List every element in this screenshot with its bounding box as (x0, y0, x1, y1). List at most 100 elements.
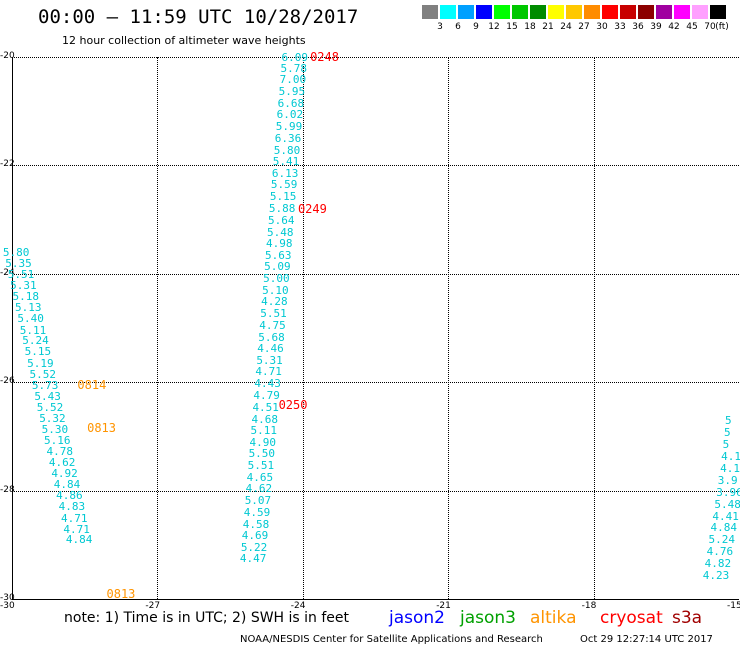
wave-height-value: 5.18 (12, 290, 40, 304)
lon-gridline (593, 57, 595, 599)
lat-tick-label: -22 (0, 159, 15, 170)
lat-tick-label: -24 (0, 267, 15, 278)
colorbar-label: 15 (506, 22, 518, 32)
wave-height-value: 5.13 (14, 301, 42, 315)
wave-height-value: 5.16 (44, 434, 71, 448)
wave-height-value: 4.43 (254, 377, 281, 391)
wave-height-value: 4.82 (704, 557, 732, 571)
wave-height-value: 5.95 (278, 85, 306, 99)
wave-height-value: 5.63 (265, 248, 292, 262)
lat-gridline (12, 165, 739, 167)
colorbar-swatch (494, 5, 510, 19)
colorbar-swatch (674, 5, 690, 19)
colorbar-swatch (530, 5, 546, 19)
wave-height-value: 6.36 (274, 131, 302, 145)
wave-height-value: 5.11 (250, 423, 278, 437)
map-subtitle: 12 hour collection of altimeter wave hei… (62, 34, 306, 47)
wave-height-value: 6.02 (276, 108, 304, 122)
wave-height-value: 5.11 (19, 323, 47, 337)
colorbar-label: 3 (437, 22, 443, 32)
colorbar-label: 24 (560, 22, 572, 32)
wave-height-value: 4.76 (706, 545, 734, 559)
wave-height-value: 5 (722, 437, 730, 451)
wave-height-value: 5.50 (248, 447, 276, 461)
wave-height-value: 5.00 (263, 272, 290, 286)
legend-s3a: s3a (672, 608, 703, 628)
wave-height-value: 5.88 (268, 201, 296, 215)
wave-height-value: 7.00 (279, 73, 307, 87)
wave-height-value: 5.22 (240, 540, 268, 554)
wave-height-value: 5.48 (266, 225, 294, 239)
wave-height-value: 5 (724, 426, 731, 440)
pass-time-label: 0248 (310, 50, 339, 64)
wave-height-value: 4.79 (253, 389, 280, 403)
wave-height-value: 3.9 (717, 473, 738, 487)
wave-height-value: 4.86 (56, 489, 83, 503)
wave-height-value: 5.09 (264, 260, 291, 274)
colorbar-swatch (440, 5, 456, 19)
wave-height-value: 4.78 (46, 445, 73, 459)
lat-gridline (12, 490, 739, 492)
legend-altika: altika (530, 608, 577, 628)
wave-height-value: 4.84 (53, 478, 81, 492)
colorbar-label: 45 (686, 22, 698, 32)
wave-height-value: 5.99 (275, 119, 303, 133)
lat-gridline (12, 57, 739, 58)
wave-height-value: 4.92 (51, 467, 78, 481)
lon-tick-label: -21 (436, 601, 451, 611)
wave-height-value: 5.52 (36, 400, 64, 414)
wave-height-value: 5.31 (256, 353, 283, 367)
lon-gridline (302, 57, 304, 599)
wave-height-value: 4.69 (241, 529, 269, 543)
wave-height-value: 5.64 (267, 213, 295, 227)
pass-time-label: 0813 (87, 421, 117, 436)
lat-tick-label: -30 (0, 593, 15, 603)
colorbar-swatch (620, 5, 636, 19)
wave-height-value: 5.30 (41, 422, 69, 436)
map-bottom-axis (12, 599, 739, 600)
colorbar-label: 30 (596, 22, 608, 32)
colorbar-label: 70 (704, 22, 716, 32)
wave-height-value: 4.1 (721, 449, 740, 463)
wave-height-value: 4.84 (65, 533, 93, 547)
wave-height-value: 4.84 (710, 521, 737, 535)
pass-time-label: 0814 (77, 377, 107, 392)
wave-height-value: 5.43 (34, 389, 61, 403)
wave-height-value: 4.62 (245, 482, 273, 496)
generation-timestamp: Oct 29 12:27:14 UTC 2017 (580, 634, 713, 645)
lon-tick-label: -18 (581, 601, 597, 611)
colorbar-swatch (422, 5, 438, 19)
footer-note: note: 1) Time is in UTC; 2) SWH is in fe… (64, 610, 350, 626)
wave-height-value: 5 (725, 414, 732, 428)
lon-gridline (448, 57, 450, 599)
legend-jason3: jason3 (460, 608, 516, 628)
colorbar-swatch (710, 5, 726, 19)
wave-height-value: 4.83 (58, 500, 86, 514)
colorbar-label: 27 (578, 22, 590, 32)
legend-jason2: jason2 (389, 608, 445, 628)
wave-height-value: 6.09 (281, 51, 309, 64)
wave-height-value: 5.10 (262, 283, 289, 297)
wave-height-value: 5.15 (269, 190, 297, 204)
colorbar-label: 9 (473, 22, 479, 32)
wave-height-value: 4.68 (251, 412, 278, 426)
wave-height-value: 5.59 (270, 178, 298, 192)
colorbar-swatch (692, 5, 708, 19)
wave-height-value: 4.71 (255, 365, 282, 379)
wave-height-value: 5.52 (29, 367, 57, 381)
colorbar-label: 36 (632, 22, 644, 32)
colorbar-swatch (566, 5, 582, 19)
wave-height-value: 4.1 (720, 461, 740, 475)
colorbar-label: 18 (524, 22, 536, 32)
lon-tick-label: -27 (145, 601, 161, 611)
wave-height-value: 5.51 (247, 459, 275, 473)
colorbar-label: 12 (488, 22, 500, 32)
pass-time-label: 0250 (278, 397, 308, 412)
lon-gridline (157, 57, 159, 599)
lon-tick-label: -15 (727, 601, 740, 611)
colorbar-swatch (638, 5, 654, 19)
colorbar-swatch (458, 5, 474, 19)
colorbar-swatch (584, 5, 600, 19)
colorbar-swatch (548, 5, 564, 19)
wave-height-value: 6.13 (271, 166, 299, 180)
